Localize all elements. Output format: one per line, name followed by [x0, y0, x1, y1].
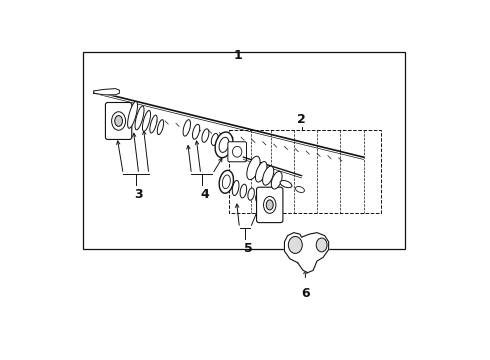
Polygon shape — [285, 233, 329, 273]
Text: 6: 6 — [301, 287, 310, 300]
Ellipse shape — [240, 184, 246, 198]
Ellipse shape — [271, 171, 282, 189]
Ellipse shape — [288, 237, 302, 253]
Ellipse shape — [135, 106, 144, 130]
Ellipse shape — [232, 180, 239, 195]
Ellipse shape — [263, 166, 274, 185]
Ellipse shape — [247, 156, 260, 180]
Ellipse shape — [183, 120, 191, 136]
FancyBboxPatch shape — [228, 142, 246, 162]
Polygon shape — [94, 89, 120, 95]
Ellipse shape — [219, 137, 229, 152]
Ellipse shape — [202, 129, 209, 142]
Text: 4: 4 — [200, 188, 209, 201]
Ellipse shape — [211, 134, 218, 145]
Ellipse shape — [193, 124, 200, 139]
FancyBboxPatch shape — [257, 187, 283, 222]
Ellipse shape — [233, 147, 242, 157]
Text: 2: 2 — [297, 113, 306, 126]
Ellipse shape — [112, 112, 125, 130]
Ellipse shape — [219, 170, 233, 193]
Ellipse shape — [143, 111, 150, 131]
Ellipse shape — [157, 120, 164, 135]
Ellipse shape — [248, 188, 254, 200]
Ellipse shape — [127, 102, 138, 128]
Bar — [83, 53, 405, 249]
Ellipse shape — [264, 197, 276, 213]
Text: 3: 3 — [134, 188, 143, 201]
Ellipse shape — [316, 238, 327, 252]
Ellipse shape — [280, 180, 292, 188]
Ellipse shape — [150, 115, 157, 133]
Text: 1: 1 — [234, 49, 243, 62]
FancyBboxPatch shape — [105, 103, 132, 139]
Ellipse shape — [266, 200, 273, 210]
Text: 5: 5 — [244, 242, 252, 255]
Bar — [229, 130, 381, 213]
Ellipse shape — [222, 175, 230, 189]
Ellipse shape — [255, 162, 267, 182]
Ellipse shape — [295, 186, 304, 193]
Ellipse shape — [115, 116, 122, 126]
Ellipse shape — [215, 132, 233, 158]
Ellipse shape — [256, 192, 262, 203]
